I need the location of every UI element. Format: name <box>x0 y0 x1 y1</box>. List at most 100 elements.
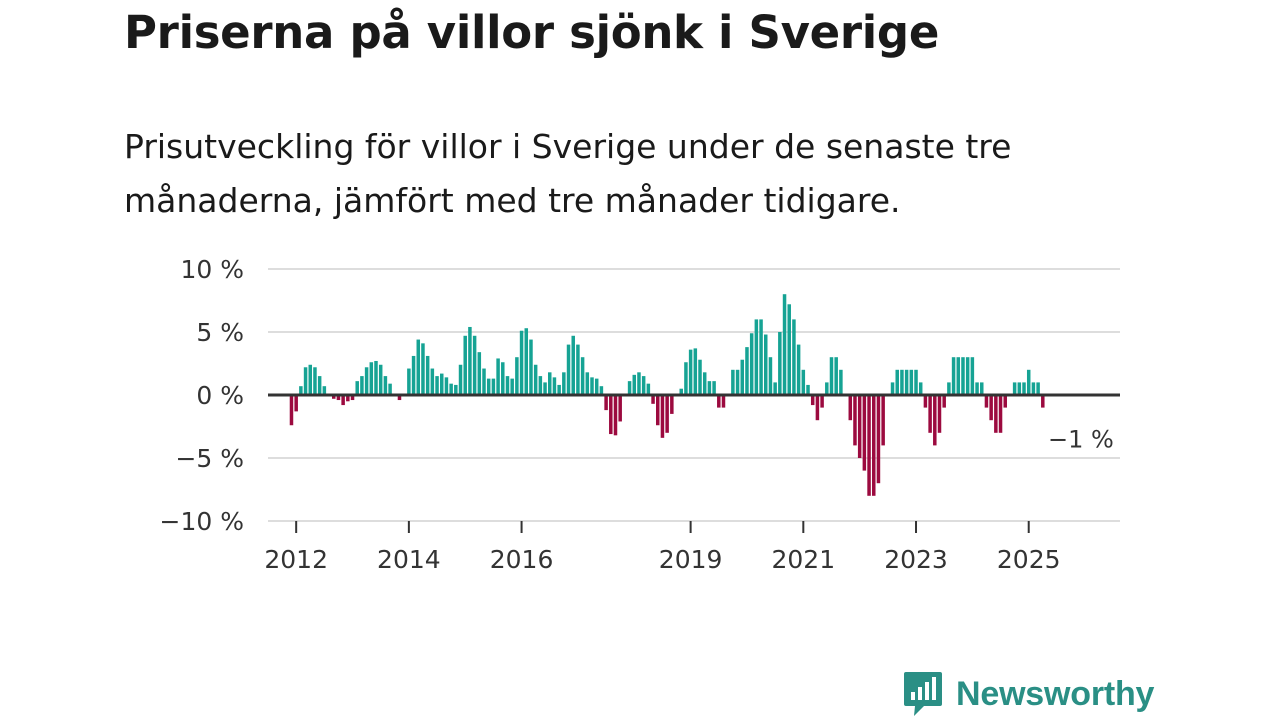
bar <box>1012 382 1017 395</box>
bar <box>796 344 801 395</box>
bar <box>857 395 862 458</box>
x-tick-label: 2023 <box>884 545 948 574</box>
bar <box>810 395 815 406</box>
bar <box>801 369 806 395</box>
bar <box>416 339 421 395</box>
bar <box>848 395 853 421</box>
bar <box>764 334 768 395</box>
x-tick-label: 2025 <box>997 545 1061 574</box>
bar <box>383 376 388 395</box>
bar <box>599 386 604 395</box>
bar <box>820 395 824 408</box>
bar <box>867 395 871 496</box>
bar <box>557 384 561 395</box>
bar <box>637 372 641 395</box>
bar <box>646 383 651 395</box>
newsworthy-logo-icon <box>904 672 942 716</box>
bar <box>425 355 430 395</box>
bar <box>735 369 740 395</box>
y-tick-label: −5 % <box>175 444 244 473</box>
bar <box>397 395 402 401</box>
bar <box>341 395 345 406</box>
y-tick-label: 10 % <box>180 255 244 284</box>
bar <box>576 344 580 395</box>
bar <box>665 395 669 433</box>
y-axis-tick-labels: 10 % 5 % 0 % −5 % −10 % <box>160 255 244 536</box>
bar <box>1031 382 1036 395</box>
x-axis-ticks: 2012 2014 2016 2019 2021 2023 2025 <box>264 521 1061 574</box>
bar <box>970 357 975 395</box>
bar <box>346 395 350 402</box>
bar <box>914 369 918 395</box>
bar <box>717 395 721 408</box>
bar <box>505 376 510 395</box>
bar <box>825 382 829 395</box>
bar <box>839 369 843 395</box>
bar <box>956 357 961 395</box>
bar <box>421 343 425 395</box>
annotation-layer: −1 % <box>1048 426 1114 454</box>
bar <box>792 319 796 395</box>
bar <box>707 381 712 395</box>
bar <box>876 395 881 484</box>
bar <box>303 367 308 395</box>
bar <box>501 362 505 395</box>
bar <box>961 357 965 395</box>
bar <box>834 357 838 395</box>
bar <box>660 395 665 438</box>
y-tick-label: 5 % <box>196 318 244 347</box>
bar <box>590 377 594 395</box>
bar <box>313 367 317 395</box>
bar <box>468 326 472 395</box>
bar <box>411 355 416 395</box>
bar <box>613 395 618 436</box>
bar <box>670 395 674 414</box>
bar <box>299 386 303 395</box>
bar <box>702 372 707 395</box>
bar <box>951 357 956 395</box>
bar <box>317 376 322 395</box>
bar <box>1017 382 1022 395</box>
bar <box>562 372 566 395</box>
bar <box>627 381 632 395</box>
bar <box>984 395 989 408</box>
bar <box>904 369 909 395</box>
bar <box>712 381 716 395</box>
x-tick-label: 2021 <box>772 545 836 574</box>
bar <box>515 357 519 395</box>
bar <box>782 294 787 395</box>
bar <box>749 333 754 395</box>
bar <box>994 395 998 433</box>
bar <box>472 335 477 395</box>
bar <box>618 395 622 422</box>
bar <box>731 369 735 395</box>
bar <box>519 330 524 395</box>
y-tick-label: −10 % <box>160 507 244 536</box>
bar <box>444 377 449 395</box>
bar <box>688 349 693 395</box>
bar <box>773 382 777 395</box>
last-value-annotation: −1 % <box>1048 426 1114 454</box>
x-tick-label: 2014 <box>377 545 441 574</box>
bar <box>360 376 364 395</box>
bar <box>909 369 914 395</box>
bar <box>308 364 313 395</box>
chart-subtitle: Prisutveckling för villor i Sverige unde… <box>124 127 1012 220</box>
bar <box>768 357 773 395</box>
x-tick-label: 2016 <box>490 545 554 574</box>
bar <box>989 395 993 421</box>
bar <box>862 395 867 471</box>
bar <box>998 395 1003 433</box>
bar <box>923 395 928 408</box>
bar <box>679 388 683 395</box>
bar <box>529 339 533 395</box>
bar <box>458 364 463 395</box>
bar <box>355 381 359 395</box>
bar <box>388 383 392 395</box>
bar <box>571 335 575 395</box>
bar <box>632 374 637 395</box>
brand-logo[interactable]: Newsworthy <box>902 668 1154 720</box>
bar <box>853 395 857 446</box>
bar <box>881 395 885 446</box>
bar <box>651 395 655 404</box>
